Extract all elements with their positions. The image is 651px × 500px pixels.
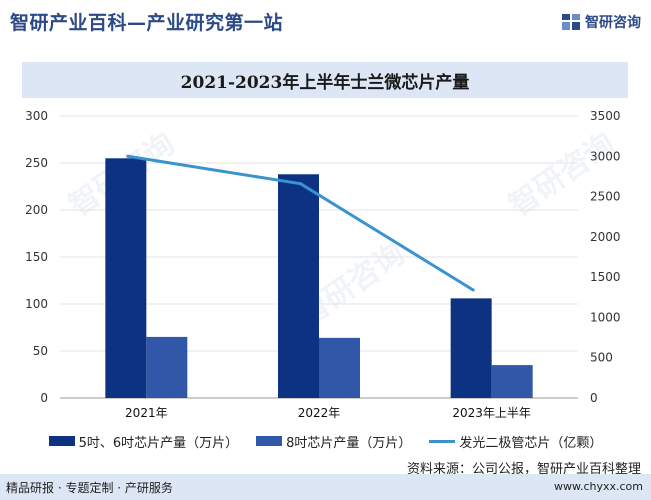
y-left-tick-label: 250 [25, 156, 48, 170]
y-left-tick-label: 300 [25, 109, 48, 123]
brand[interactable]: 智研咨询 [561, 11, 641, 33]
bar-series-1 [450, 298, 492, 398]
x-category-label: 2023年上半年 [452, 406, 531, 420]
legend-label-series-3: 发光二极管芯片（亿颗） [459, 435, 603, 451]
bar-series-2 [319, 337, 360, 398]
legend-swatch-series-2 [256, 436, 283, 446]
y-right-tick-label: 500 [590, 351, 613, 365]
brand-name: 智研咨询 [585, 15, 641, 31]
legend-item-series-2: 8吋芯片产量（万片） [256, 432, 411, 451]
y-left-tick-label: 0 [40, 391, 48, 405]
y-right-tick-label: 2000 [590, 230, 621, 244]
brand-logo-icon [562, 14, 580, 30]
legend-label-series-2: 8吋芯片产量（万片） [286, 435, 412, 451]
line-point-series-3 [471, 288, 475, 292]
chart-title: 2021-2023年上半年士兰微芯片产量 [180, 72, 470, 93]
page-footer: 精品研报 · 专题定制 · 产研服务 www.chyxx.com [0, 474, 651, 500]
page-header: 智研产业百科—产业研究第一站 智研咨询 [0, 0, 651, 44]
y-right-tick-label: 2500 [590, 190, 621, 204]
bar-series-2 [146, 336, 188, 398]
bar-series-1 [278, 174, 319, 398]
bar-series-1 [105, 158, 147, 398]
legend-swatch-series-1 [48, 436, 75, 446]
y-left-tick-label: 150 [25, 250, 48, 264]
y-right-tick-label: 0 [590, 391, 598, 405]
y-right-tick-label: 3500 [590, 109, 621, 123]
y-right-tick-label: 1500 [590, 270, 621, 284]
legend-swatch-series-3 [429, 439, 456, 443]
legend-item-series-1: 5吋、6吋芯片产量（万片） [48, 432, 239, 451]
x-category-label: 2021年 [125, 406, 168, 420]
legend-label-series-1: 5吋、6吋芯片产量（万片） [78, 435, 239, 451]
chart-plot: 0501001502002503000500100015002000250030… [25, 109, 621, 420]
x-category-label: 2022年 [298, 406, 341, 420]
y-right-tick-label: 3000 [590, 149, 621, 163]
y-right-tick-label: 1000 [590, 310, 621, 324]
legend-item-series-3: 发光二极管芯片（亿颗） [429, 432, 602, 451]
y-left-tick-label: 200 [25, 203, 48, 217]
line-point-series-3 [126, 154, 130, 158]
chart-legend: 5吋、6吋芯片产量（万片） 8吋芯片产量（万片） 发光二极管芯片（亿颗） [0, 430, 651, 452]
y-left-tick-label: 100 [25, 297, 48, 311]
footer-services: 精品研报 · 专题定制 · 产研服务 [6, 481, 173, 495]
data-source-note: 资料来源：公司公报，智研产业百科整理 [406, 462, 641, 477]
footer-website-link[interactable]: www.chyxx.com [553, 480, 643, 493]
y-left-tick-label: 50 [33, 344, 48, 358]
line-point-series-3 [299, 182, 302, 186]
chart-title-bar: 2021-2023年上半年士兰微芯片产量 [22, 62, 628, 98]
page-title: 智研产业百科—产业研究第一站 [10, 12, 284, 34]
bar-series-2 [491, 365, 533, 398]
